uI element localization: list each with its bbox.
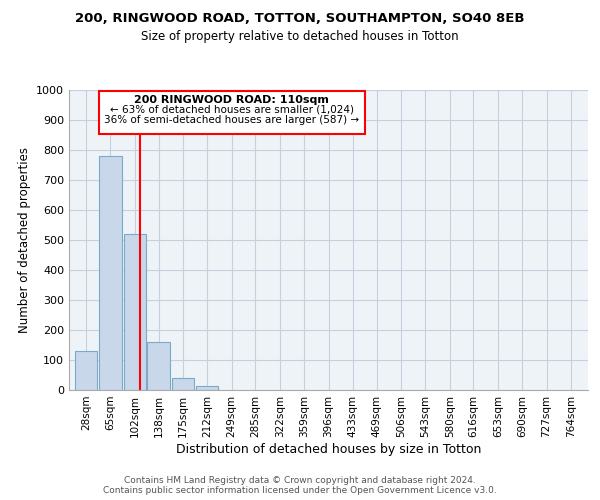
Text: ← 63% of detached houses are smaller (1,024): ← 63% of detached houses are smaller (1,… [110, 105, 353, 115]
Text: 200, RINGWOOD ROAD, TOTTON, SOUTHAMPTON, SO40 8EB: 200, RINGWOOD ROAD, TOTTON, SOUTHAMPTON,… [75, 12, 525, 26]
Text: Contains HM Land Registry data © Crown copyright and database right 2024.: Contains HM Land Registry data © Crown c… [124, 476, 476, 485]
Text: 200 RINGWOOD ROAD: 110sqm: 200 RINGWOOD ROAD: 110sqm [134, 95, 329, 105]
Bar [75, 351, 97, 390]
Text: Contains public sector information licensed under the Open Government Licence v3: Contains public sector information licen… [103, 486, 497, 495]
Bar [196, 386, 218, 390]
X-axis label: Distribution of detached houses by size in Totton: Distribution of detached houses by size … [176, 442, 481, 456]
Text: Size of property relative to detached houses in Totton: Size of property relative to detached ho… [141, 30, 459, 43]
FancyBboxPatch shape [99, 90, 365, 134]
Bar [172, 378, 194, 390]
Bar [148, 342, 170, 390]
Bar [124, 234, 146, 390]
Bar [99, 156, 122, 390]
Text: 36% of semi-detached houses are larger (587) →: 36% of semi-detached houses are larger (… [104, 115, 359, 125]
Y-axis label: Number of detached properties: Number of detached properties [17, 147, 31, 333]
